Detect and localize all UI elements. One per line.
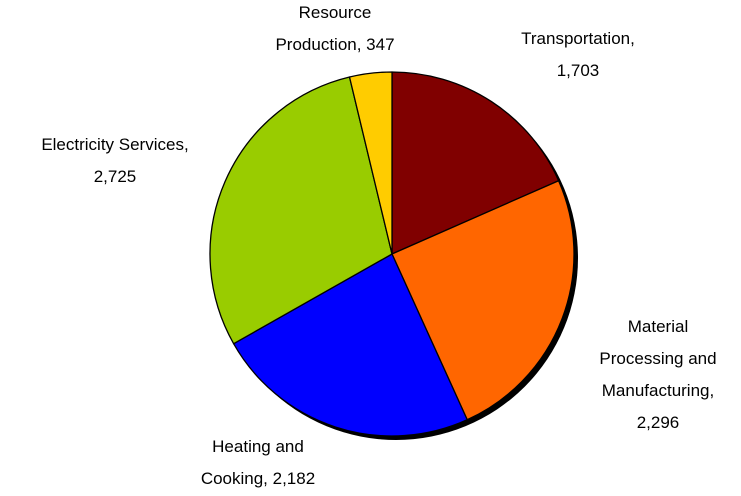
data-label: Transportation, 1,703 — [521, 29, 635, 80]
data-label: Heating and Cooking, 2,182 — [201, 437, 315, 488]
pie-slice — [391, 71, 560, 255]
data-label-line: Transportation, — [521, 29, 635, 48]
data-label-line: Material — [628, 317, 688, 336]
data-label-line: Cooking, 2,182 — [201, 469, 315, 488]
data-label-line: Heating and — [212, 437, 304, 456]
pie-slice — [232, 253, 468, 437]
pie-slice — [209, 76, 393, 345]
data-label: Material Processing and Manufacturing, 2,29… — [599, 317, 716, 432]
data-label-line: Resource — [299, 3, 372, 22]
data-label-line: Processing and — [599, 349, 716, 368]
data-label-line: Manufacturing, — [602, 381, 714, 400]
data-label-line: 1,703 — [557, 61, 600, 80]
data-label-line: 2,296 — [637, 413, 680, 432]
data-label-line: Production, 347 — [275, 35, 394, 54]
data-label: Resource Production, 347 — [275, 3, 394, 54]
pie-slice — [391, 180, 575, 421]
data-label-line: 2,725 — [94, 167, 137, 186]
data-label: Electricity Services, 2,725 — [41, 135, 188, 186]
pie-slice — [348, 71, 393, 255]
data-label-line: Electricity Services, — [41, 135, 188, 154]
